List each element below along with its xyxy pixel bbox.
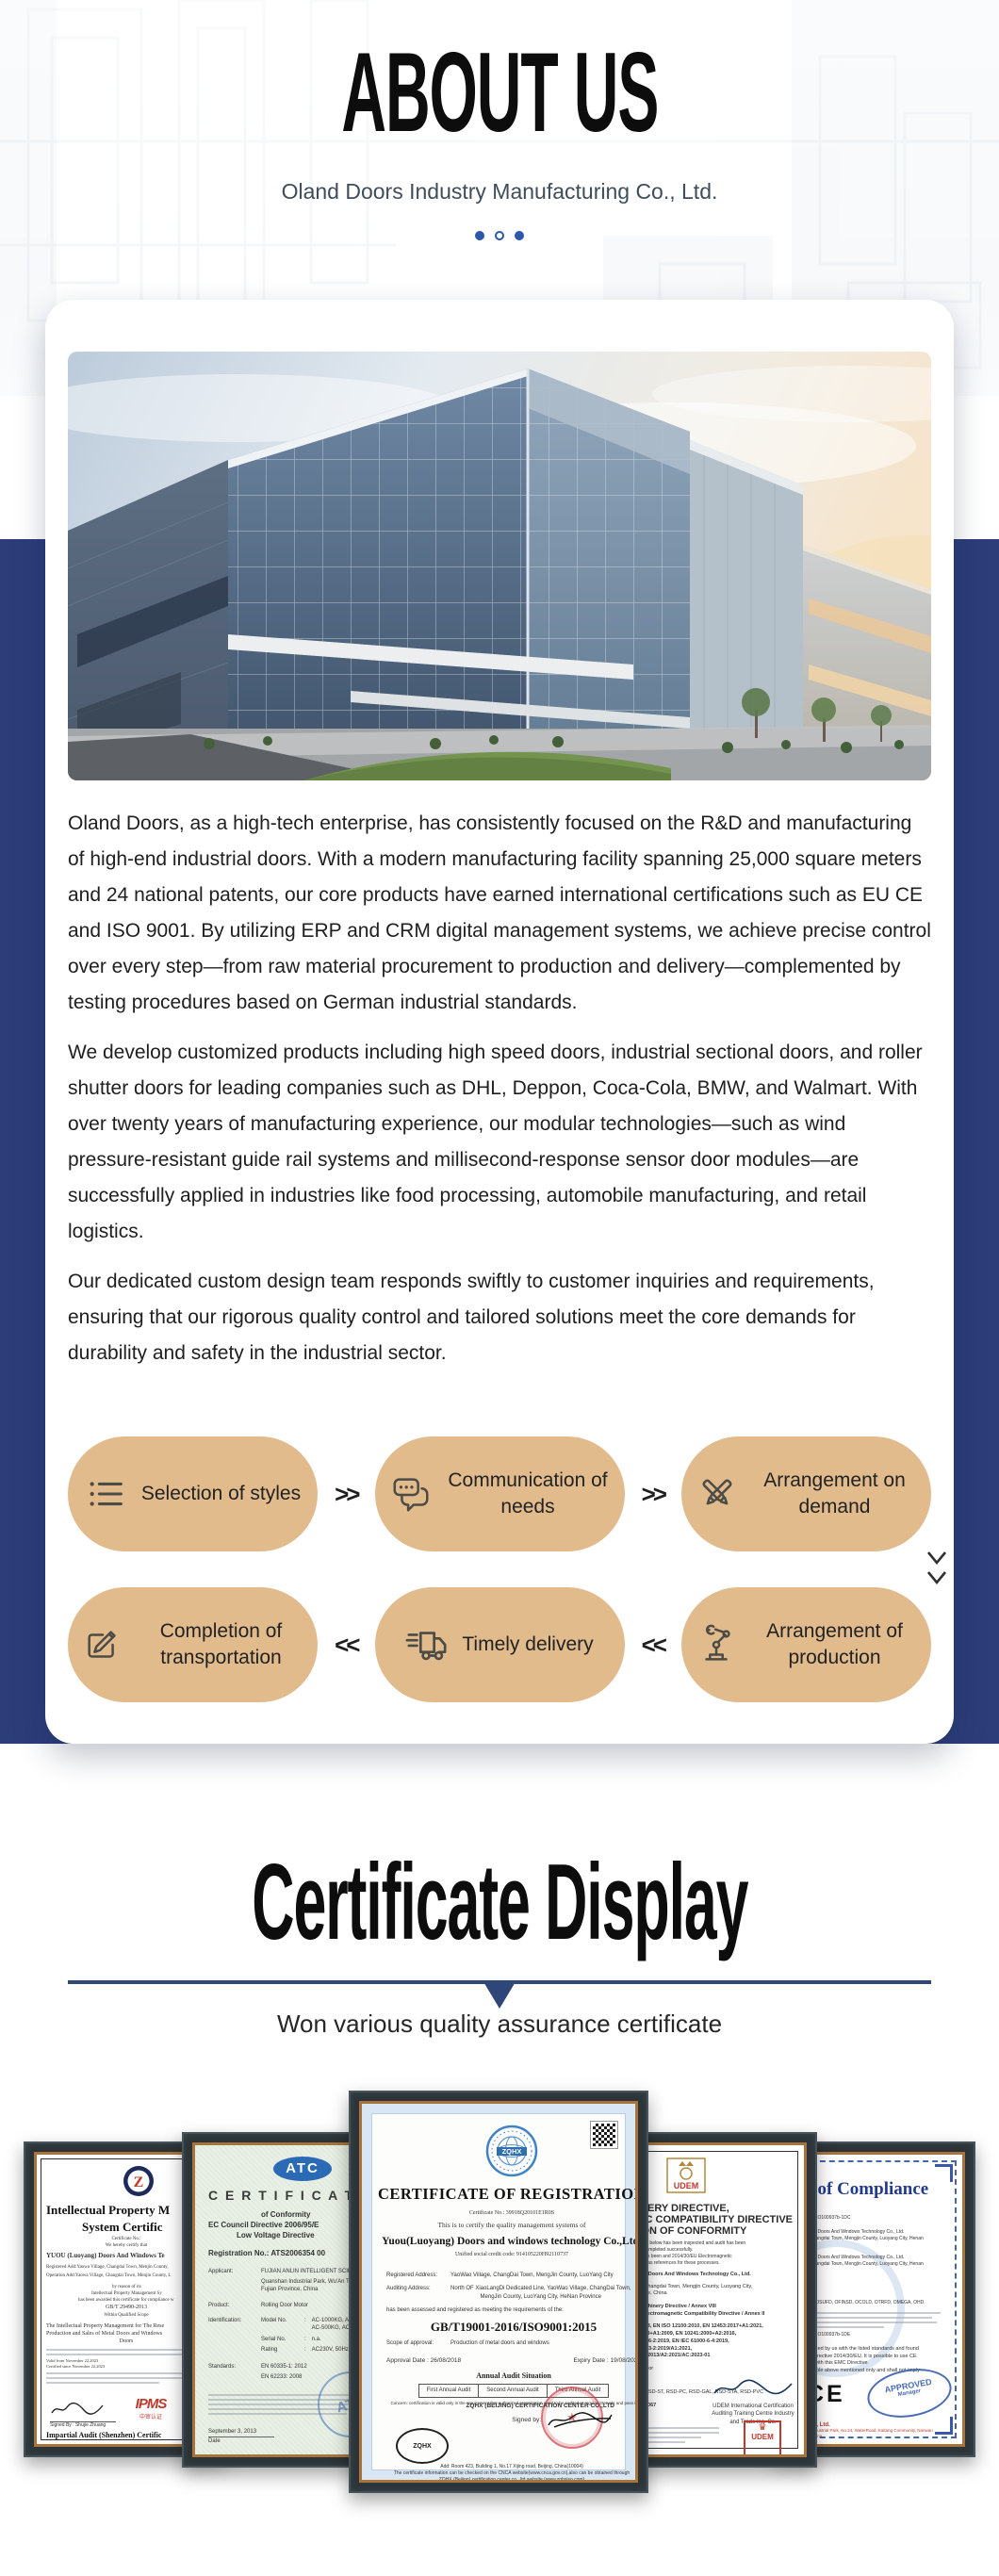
cert1-title: Intellectual Property M — [46, 2203, 171, 2217]
certificate-registration-center[interactable]: ZQHX CERTIFICATE OF REGISTRATION Certifi… — [349, 2091, 648, 2493]
carousel-dots — [0, 231, 999, 240]
process-step-label: Arrangement on demand — [763, 1468, 906, 1518]
process-step-arrangement-on-demand: Arrangement on demand — [681, 1436, 931, 1551]
atc-logo: ATC — [273, 2157, 332, 2181]
about-paragraph-1: Oland Doors, as a high-tech enterprise, … — [68, 812, 931, 1013]
process-step-selection-of-styles: Selection of styles — [68, 1436, 318, 1551]
about-paragraphs: Oland Doors, as a high-tech enterprise, … — [68, 806, 931, 1386]
robot-arm-icon — [705, 1624, 730, 1661]
chat-icon — [393, 1478, 428, 1512]
zqhx-emblem: ZQHX — [485, 2125, 538, 2177]
process-step-label: Communication of needs — [448, 1468, 608, 1518]
company-subtitle: Oland Doors Industry Manufacturing Co., … — [281, 179, 718, 204]
process-row-2: Completion of transportation << Timely d… — [68, 1587, 931, 1702]
process-step-label: Timely delivery — [462, 1633, 594, 1655]
backward-arrow: << — [335, 1630, 360, 1659]
process-step-arrangement-of-production: Arrangement of production — [681, 1587, 931, 1702]
signature — [51, 2402, 104, 2415]
certificate-section-title: Certificate Display — [251, 1843, 748, 1962]
svg-text:ZQHX: ZQHX — [502, 2147, 522, 2156]
carousel-dot[interactable] — [515, 231, 524, 240]
svg-text:Z: Z — [133, 2174, 143, 2190]
carousel-dot-active[interactable] — [495, 231, 504, 240]
edit-icon — [88, 1631, 116, 1658]
udem-crest: UDEM — [666, 2158, 706, 2193]
list-icon — [90, 1482, 123, 1506]
process-step-completion-of-transportation: Completion of transportation — [68, 1587, 318, 1702]
process-step-communication-of-needs: Communication of needs — [374, 1436, 625, 1551]
forward-arrow: >> — [335, 1479, 360, 1508]
divider-triangle — [483, 1980, 516, 2009]
design-icon — [702, 1479, 732, 1505]
building-photo — [68, 352, 931, 780]
zqhx-stamp: ZQHX — [396, 2428, 449, 2464]
svg-text:UDEM: UDEM — [674, 2181, 699, 2190]
process-row-1: Selection of styles >> Communication of … — [68, 1436, 931, 1551]
udem-stamp: ♛ UDEM — [744, 2420, 781, 2454]
about-card: Oland Doors, as a high-tech enterprise, … — [45, 300, 954, 1744]
about-paragraph-2: We develop customized products including… — [68, 1042, 923, 1242]
carousel-dot[interactable] — [475, 231, 484, 240]
globe-watermark — [786, 2240, 905, 2377]
signature — [713, 2379, 793, 2395]
backward-arrow: << — [641, 1630, 667, 1659]
about-paragraph-3: Our dedicated custom design team respond… — [68, 1271, 875, 1364]
process-step-timely-delivery: Timely delivery — [374, 1587, 625, 1702]
qr-code — [590, 2121, 618, 2149]
page-title: ABOUT US — [341, 29, 659, 156]
certificate-section-subtitle: Won various quality assurance certificat… — [276, 2010, 723, 2038]
ipms-logo: IPMS — [135, 2396, 168, 2412]
forward-arrow: >> — [641, 1479, 667, 1508]
truck-icon — [405, 1632, 447, 1661]
signature — [548, 2412, 613, 2428]
double-down-chevron-icon — [926, 1551, 947, 1585]
z-logo: Z — [123, 2166, 154, 2196]
process-step-label: Selection of styles — [140, 1482, 302, 1504]
ce-mark: CE — [208, 2453, 404, 2454]
process-step-label: Completion of transportation — [159, 1619, 283, 1668]
process-step-label: Arrangement of production — [766, 1619, 903, 1668]
